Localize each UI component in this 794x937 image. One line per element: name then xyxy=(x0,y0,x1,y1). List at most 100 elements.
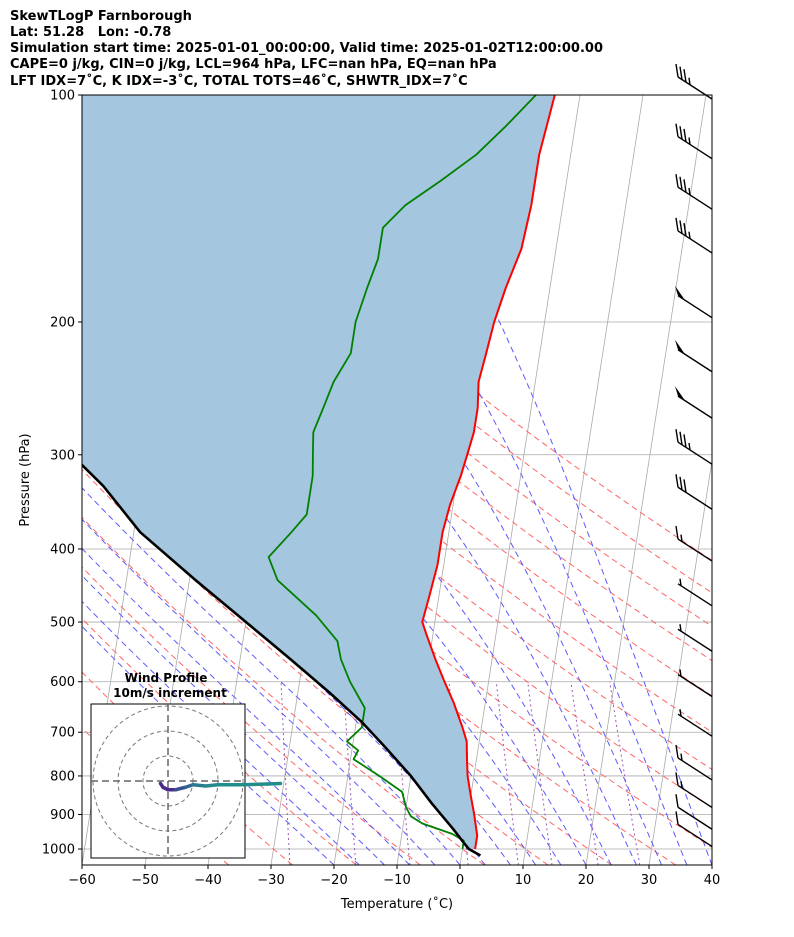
barb-half xyxy=(680,753,683,761)
wind-profile-inset: Wind Profile 10m/s increment xyxy=(90,671,283,859)
barb-half xyxy=(679,624,682,632)
moist-adiabat xyxy=(252,95,688,865)
x-tick-label: −20 xyxy=(320,873,347,888)
barb-staff xyxy=(677,784,713,809)
mixing-ratio-line xyxy=(495,681,519,865)
wind-barb xyxy=(677,669,713,698)
barb-staff xyxy=(677,806,713,830)
barb-half xyxy=(679,709,682,717)
wind-barb xyxy=(677,709,713,737)
barb-full xyxy=(683,128,687,142)
x-tick-label: 40 xyxy=(704,873,721,888)
wind-barb xyxy=(677,624,713,652)
mixing-ratio-line xyxy=(527,681,553,865)
dry-adiabat xyxy=(82,516,485,865)
moist-adiabat xyxy=(82,196,612,865)
y-tick-label: 800 xyxy=(50,769,75,784)
wind-barb xyxy=(677,578,713,607)
mixing-ratio-line xyxy=(609,681,641,865)
x-tick-label: −50 xyxy=(131,873,158,888)
x-tick-label: 10 xyxy=(515,873,532,888)
temperature-line xyxy=(421,95,556,850)
barb-staff xyxy=(677,230,713,254)
y-axis-label: Pressure (hPa) xyxy=(18,433,33,526)
dry-adiabat xyxy=(82,173,712,697)
barb-staff xyxy=(677,186,713,210)
y-tick-label: 700 xyxy=(50,726,75,741)
barb-full xyxy=(679,431,683,445)
chart-title: SkewTLogP Farnborough xyxy=(10,9,192,24)
x-tick-label: −40 xyxy=(194,873,221,888)
cape-line: CAPE=0 j/kg, CIN=0 j/kg, LCL=964 hPa, LF… xyxy=(10,57,497,72)
barb-half xyxy=(688,442,691,451)
barb-half xyxy=(688,77,691,85)
barb-staff xyxy=(677,295,713,319)
wind-barb xyxy=(675,474,713,510)
wind-barb xyxy=(675,174,713,210)
barb-full xyxy=(675,123,679,137)
barb-half xyxy=(688,187,691,196)
isotherm xyxy=(585,95,707,865)
hodograph-segment xyxy=(266,781,283,786)
barb-full xyxy=(683,479,687,493)
parcel-line xyxy=(82,463,482,857)
isotherm xyxy=(459,95,581,865)
barb-staff xyxy=(677,486,713,510)
x-tick-label: −60 xyxy=(68,873,95,888)
y-tick-label: 200 xyxy=(50,315,75,330)
barb-full xyxy=(675,772,679,786)
isotherm xyxy=(0,95,13,865)
wind-barb xyxy=(675,429,713,465)
wind-barb xyxy=(675,794,713,830)
time-line: Simulation start time: 2025-01-01_00:00:… xyxy=(10,41,603,56)
barb-staff xyxy=(677,673,713,698)
barb-full xyxy=(675,217,679,232)
hodograph-segment xyxy=(241,782,270,787)
wind-barb xyxy=(675,217,713,254)
x-tick-label: −10 xyxy=(383,873,410,888)
barb-staff xyxy=(677,441,713,465)
x-tick-label: 0 xyxy=(456,873,464,888)
barb-half xyxy=(688,137,691,145)
barb-half xyxy=(688,231,691,239)
barb-staff xyxy=(677,823,713,847)
barb-full xyxy=(675,525,679,540)
indices-line: LFT IDX=7˚C, K IDX=-3˚C, TOTAL TOTS=46˚C… xyxy=(10,74,468,89)
barb-flag xyxy=(675,339,685,355)
wind-barb xyxy=(675,339,713,373)
mixing-ratio-line xyxy=(570,681,599,865)
y-tick-label: 600 xyxy=(50,675,75,690)
x-tick-label: −30 xyxy=(257,873,284,888)
barb-staff xyxy=(677,628,713,652)
moist-adiabat xyxy=(82,487,461,865)
barb-staff xyxy=(677,583,713,607)
barb-full xyxy=(679,126,683,140)
barb-full xyxy=(675,794,679,808)
location-line: Lat: 51.28 Lon: -0.78 xyxy=(10,25,172,40)
moist-adiabat xyxy=(146,95,663,865)
barb-flag xyxy=(675,285,685,301)
barb-full xyxy=(675,474,679,488)
x-tick-label: 20 xyxy=(578,873,595,888)
wind-barb xyxy=(675,63,713,100)
wind-barb xyxy=(675,744,713,781)
moist-adiabat xyxy=(82,117,637,865)
y-tick-label: 900 xyxy=(50,808,75,823)
barb-staff xyxy=(677,757,713,781)
wind-barb xyxy=(675,772,713,809)
barb-full xyxy=(675,744,679,759)
hodograph-segment xyxy=(191,783,208,788)
isotherm xyxy=(648,458,712,865)
barb-full xyxy=(675,63,679,78)
moist-adiabat xyxy=(366,95,712,865)
inset-title: Wind Profile xyxy=(125,671,208,685)
barb-half xyxy=(679,578,682,586)
y-tick-label: 1000 xyxy=(42,843,75,858)
isotherm xyxy=(711,862,712,865)
cin-shading xyxy=(82,95,555,849)
moist-adiabat xyxy=(82,547,410,865)
wind-barb xyxy=(675,525,713,562)
y-tick-label: 300 xyxy=(50,448,75,463)
wind-barb xyxy=(675,285,713,319)
